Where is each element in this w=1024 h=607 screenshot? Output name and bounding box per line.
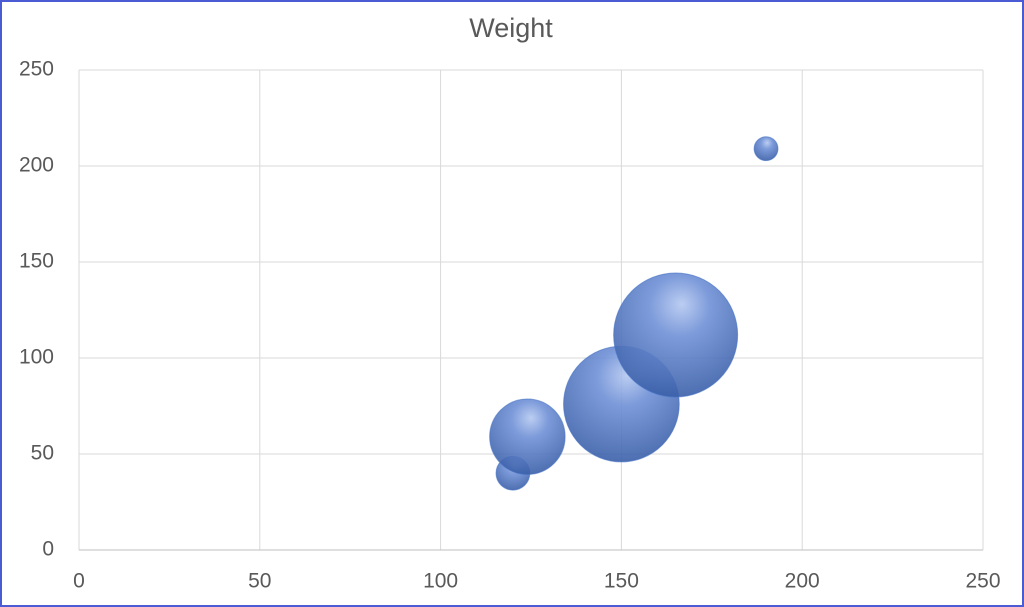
y-tick-label: 250 bbox=[19, 58, 54, 81]
y-tick-label: 150 bbox=[19, 250, 54, 273]
x-tick-label: 50 bbox=[248, 570, 271, 593]
x-tick-label: 150 bbox=[604, 570, 639, 593]
y-tick-label: 100 bbox=[19, 346, 54, 369]
chart-title: Weight bbox=[469, 13, 553, 43]
x-tick-label: 0 bbox=[73, 570, 85, 593]
bubble bbox=[753, 136, 779, 162]
y-tick-label: 0 bbox=[42, 538, 54, 561]
x-tick-label: 250 bbox=[965, 570, 1000, 593]
x-tick-label: 200 bbox=[785, 570, 820, 593]
bubble bbox=[489, 398, 566, 475]
grid: 0 50 100 150 200 250 0 50 100 150 200 250 bbox=[19, 58, 1001, 593]
bubble bbox=[613, 272, 739, 398]
y-tick-label: 50 bbox=[31, 442, 54, 465]
x-tick-label: 100 bbox=[423, 570, 458, 593]
y-tick-label: 200 bbox=[19, 154, 54, 177]
bubbles bbox=[489, 136, 779, 491]
